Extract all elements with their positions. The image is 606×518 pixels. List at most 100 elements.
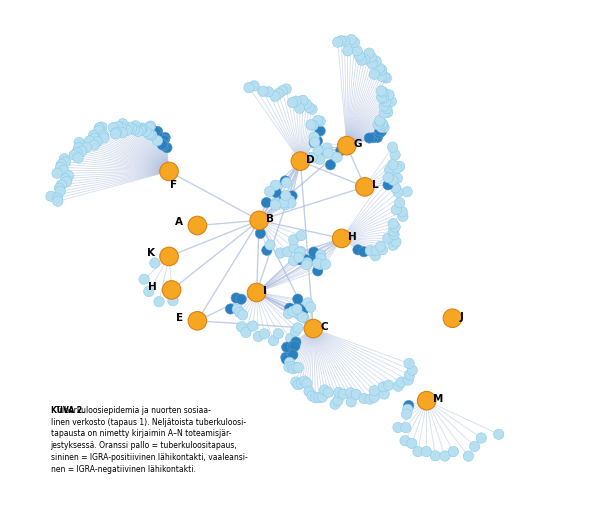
Circle shape bbox=[323, 387, 333, 397]
Circle shape bbox=[287, 361, 297, 371]
Circle shape bbox=[99, 133, 109, 143]
Circle shape bbox=[395, 198, 405, 208]
Circle shape bbox=[352, 46, 362, 56]
Circle shape bbox=[280, 176, 290, 186]
Circle shape bbox=[290, 341, 300, 351]
Circle shape bbox=[259, 329, 270, 339]
Text: KUVA 2.: KUVA 2. bbox=[50, 406, 85, 415]
Circle shape bbox=[236, 322, 247, 332]
Circle shape bbox=[301, 99, 311, 109]
Circle shape bbox=[389, 229, 399, 240]
Circle shape bbox=[316, 250, 326, 260]
Circle shape bbox=[402, 404, 413, 414]
Circle shape bbox=[288, 350, 298, 360]
Circle shape bbox=[133, 126, 143, 137]
Circle shape bbox=[97, 122, 107, 132]
Circle shape bbox=[264, 186, 275, 197]
Circle shape bbox=[356, 55, 367, 65]
Circle shape bbox=[304, 103, 315, 113]
Circle shape bbox=[291, 152, 310, 170]
Circle shape bbox=[284, 362, 294, 372]
Circle shape bbox=[359, 247, 369, 257]
Circle shape bbox=[55, 186, 65, 196]
Circle shape bbox=[94, 123, 104, 133]
Circle shape bbox=[303, 298, 313, 308]
Circle shape bbox=[108, 122, 118, 133]
Circle shape bbox=[387, 142, 398, 152]
Circle shape bbox=[297, 312, 307, 322]
Circle shape bbox=[295, 103, 305, 113]
Circle shape bbox=[285, 333, 296, 343]
Circle shape bbox=[382, 103, 392, 113]
Circle shape bbox=[316, 253, 326, 264]
Circle shape bbox=[375, 116, 385, 126]
Circle shape bbox=[359, 54, 370, 65]
Circle shape bbox=[73, 153, 83, 163]
Circle shape bbox=[84, 136, 95, 146]
Circle shape bbox=[160, 162, 178, 181]
Circle shape bbox=[421, 447, 431, 457]
Circle shape bbox=[113, 122, 123, 132]
Circle shape bbox=[396, 377, 407, 387]
Circle shape bbox=[153, 126, 163, 137]
Circle shape bbox=[353, 244, 363, 255]
Circle shape bbox=[319, 385, 330, 395]
Circle shape bbox=[440, 451, 450, 461]
Circle shape bbox=[463, 451, 473, 461]
Circle shape bbox=[325, 160, 336, 170]
Circle shape bbox=[376, 92, 387, 103]
Circle shape bbox=[364, 48, 375, 59]
Circle shape bbox=[407, 438, 417, 449]
Circle shape bbox=[379, 71, 390, 82]
Circle shape bbox=[356, 178, 374, 196]
Text: A: A bbox=[175, 218, 183, 227]
Circle shape bbox=[384, 165, 395, 175]
Circle shape bbox=[403, 375, 413, 385]
Circle shape bbox=[430, 451, 441, 461]
Text: C: C bbox=[320, 322, 328, 332]
Circle shape bbox=[322, 143, 332, 153]
Circle shape bbox=[314, 146, 324, 156]
Circle shape bbox=[261, 197, 271, 208]
Circle shape bbox=[369, 385, 379, 396]
Circle shape bbox=[351, 389, 361, 399]
Circle shape bbox=[288, 364, 298, 374]
Circle shape bbox=[307, 152, 318, 163]
Circle shape bbox=[144, 286, 154, 297]
Circle shape bbox=[98, 130, 108, 140]
Circle shape bbox=[88, 130, 99, 140]
Circle shape bbox=[310, 393, 321, 403]
Circle shape bbox=[376, 122, 387, 133]
Circle shape bbox=[46, 191, 56, 202]
Circle shape bbox=[299, 313, 309, 323]
Circle shape bbox=[258, 86, 268, 96]
Circle shape bbox=[346, 397, 356, 407]
Circle shape bbox=[376, 86, 387, 96]
Circle shape bbox=[384, 90, 394, 100]
Circle shape bbox=[291, 377, 301, 387]
Circle shape bbox=[287, 97, 298, 108]
Circle shape bbox=[304, 319, 322, 338]
Circle shape bbox=[268, 336, 279, 346]
Circle shape bbox=[390, 222, 401, 232]
Circle shape bbox=[250, 211, 268, 229]
Circle shape bbox=[305, 302, 316, 312]
Text: G: G bbox=[353, 139, 362, 149]
Circle shape bbox=[302, 257, 313, 268]
Circle shape bbox=[77, 146, 87, 156]
Circle shape bbox=[150, 126, 161, 137]
Circle shape bbox=[138, 123, 148, 133]
Circle shape bbox=[281, 352, 291, 363]
Circle shape bbox=[241, 327, 251, 338]
Circle shape bbox=[145, 130, 156, 140]
Circle shape bbox=[333, 387, 344, 398]
Circle shape bbox=[160, 247, 178, 266]
Circle shape bbox=[313, 145, 323, 155]
Circle shape bbox=[69, 150, 79, 160]
Circle shape bbox=[82, 142, 92, 153]
Circle shape bbox=[291, 337, 301, 347]
Circle shape bbox=[160, 132, 170, 142]
Circle shape bbox=[275, 248, 285, 258]
Circle shape bbox=[271, 188, 281, 198]
Circle shape bbox=[315, 260, 325, 270]
